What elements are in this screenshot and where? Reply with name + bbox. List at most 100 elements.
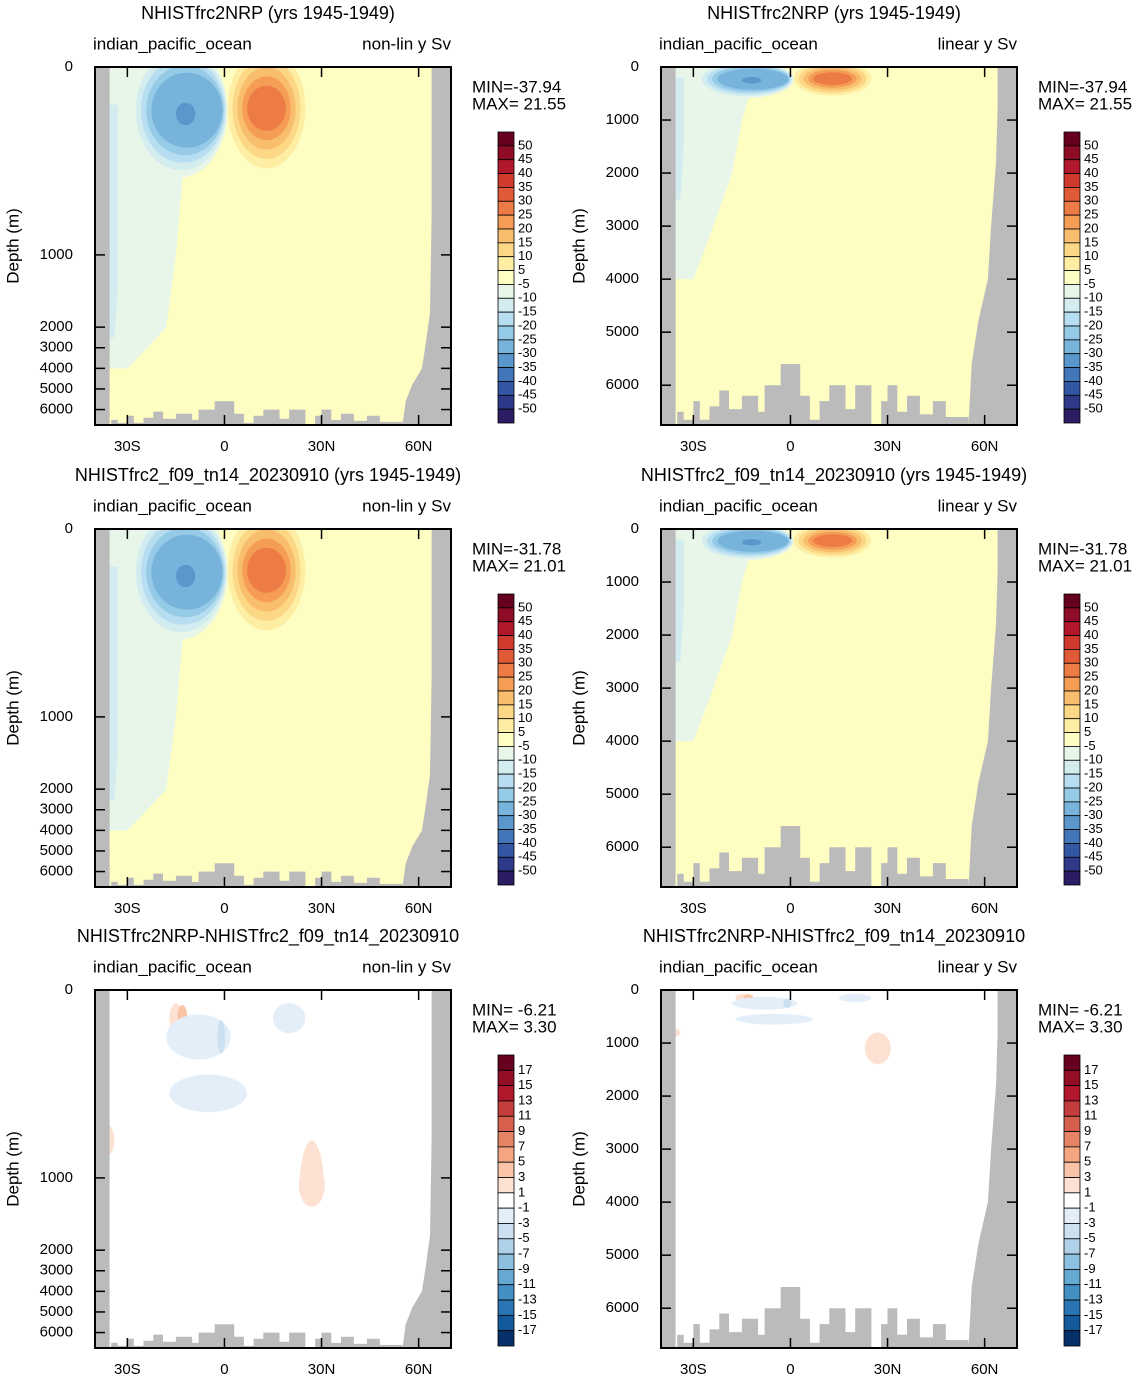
- subtitle-left: indian_pacific_ocean: [659, 34, 818, 53]
- y-tick-label: 4000: [40, 821, 73, 838]
- x-tick-label: 0: [786, 900, 794, 917]
- colorbar-box: [497, 856, 515, 872]
- colorbar-label: 11: [518, 1108, 532, 1123]
- colorbar-box: [497, 718, 515, 733]
- min-max: MAX= 21.55: [472, 94, 566, 113]
- y-tick-label: 6000: [40, 1324, 73, 1341]
- colorbar-label: -50: [1084, 401, 1103, 416]
- colorbar-label: 5: [1084, 1154, 1091, 1169]
- colorbar-box: [497, 1054, 515, 1071]
- x-tick-label: 60N: [971, 1361, 999, 1378]
- colorbar-label: -30: [1084, 807, 1103, 822]
- contour-region: [247, 85, 286, 131]
- x-tick-label: 30N: [308, 1361, 336, 1378]
- colorbar-box: [497, 759, 515, 775]
- subtitle-left: indian_pacific_ocean: [93, 496, 252, 515]
- x-tick-label: 30N: [308, 900, 336, 917]
- colorbar-box: [1063, 1299, 1081, 1316]
- colorbar-box: [1063, 228, 1081, 244]
- colorbar-box: [497, 367, 515, 382]
- colorbar-box: [1063, 367, 1081, 382]
- colorbar-box: [1063, 1207, 1081, 1224]
- plot-frame: [660, 989, 1018, 1349]
- colorbar-box: [497, 214, 515, 230]
- panel: NHISTfrc2_f09_tn14_20230910 (yrs 1945-19…: [569, 465, 1132, 917]
- land: [661, 67, 676, 425]
- colorbar-box: [1063, 593, 1081, 609]
- colorbar-box: [497, 773, 515, 789]
- colorbar-box: [497, 607, 515, 623]
- colorbar-label: -45: [1084, 849, 1103, 864]
- colorbar-box: [497, 1085, 515, 1102]
- colorbar-box: [1063, 408, 1081, 424]
- y-tick-label: 2000: [40, 1241, 73, 1258]
- x-tick-label: 60N: [405, 900, 433, 917]
- colorbar-label: 30: [1084, 193, 1098, 208]
- colorbar-label: 40: [1084, 627, 1098, 642]
- colorbar-box: [1063, 1100, 1081, 1117]
- colorbar-label: -25: [1084, 793, 1103, 808]
- contour-region: [673, 67, 765, 280]
- colorbar-label: -5: [518, 1230, 530, 1245]
- colorbar-label: 25: [518, 207, 532, 222]
- subtitle-right: non-lin y Sv: [362, 496, 451, 515]
- min-max: MAX= 21.01: [1038, 556, 1132, 575]
- colorbar-box: [497, 1223, 515, 1240]
- colorbar-label: -10: [1084, 290, 1103, 305]
- panel: NHISTfrc2_f09_tn14_20230910 (yrs 1945-19…: [3, 465, 566, 917]
- land: [677, 1287, 969, 1348]
- colorbar-label: 45: [518, 613, 532, 628]
- y-tick-label: 6000: [40, 863, 73, 880]
- colorbar-box: [1063, 1069, 1081, 1087]
- colorbar-label: 1: [1084, 1184, 1091, 1199]
- colorbar-label: -20: [518, 317, 537, 332]
- panel-title: NHISTfrc2NRP (yrs 1945-1949): [707, 3, 961, 23]
- land: [111, 863, 403, 887]
- colorbar-label: 20: [1084, 220, 1098, 235]
- colorbar-box: [1063, 145, 1081, 161]
- colorbar-box: [1063, 381, 1081, 396]
- plot-background: [661, 990, 1017, 1348]
- y-tick-label: 4000: [606, 270, 639, 287]
- colorbar-label: 10: [1084, 248, 1098, 263]
- min-max: MAX= 21.01: [472, 556, 566, 575]
- colorbar-box: [497, 676, 515, 692]
- colorbar-label: -50: [518, 863, 537, 878]
- colorbar-box: [1063, 635, 1081, 650]
- colorbar-box: [1063, 1161, 1081, 1178]
- y-tick-label: 1000: [606, 1034, 639, 1051]
- colorbar-label: -3: [518, 1215, 530, 1230]
- y-tick-label: 3000: [40, 801, 73, 818]
- subtitle-left: indian_pacific_ocean: [659, 496, 818, 515]
- y-axis-label: Depth (m): [569, 1131, 588, 1207]
- colorbar-label: -40: [518, 373, 537, 388]
- colorbar-box: [497, 1115, 515, 1132]
- y-tick-label: 4000: [606, 1193, 639, 1210]
- colorbar-label: 9: [518, 1123, 525, 1138]
- colorbar-label: -11: [1084, 1276, 1102, 1291]
- y-tick-label: 4000: [606, 732, 639, 749]
- y-tick-label: 4000: [40, 1282, 73, 1299]
- colorbar-label: -40: [1084, 835, 1103, 850]
- panel-title: NHISTfrc2_f09_tn14_20230910 (yrs 1945-19…: [641, 465, 1027, 486]
- contour-region: [273, 1003, 306, 1034]
- colorbar-box: [1063, 1131, 1081, 1148]
- colorbar-box: [497, 1207, 515, 1224]
- contour-region: [732, 996, 797, 1010]
- colorbar-box: [497, 1100, 515, 1117]
- y-tick-label: 6000: [606, 838, 639, 855]
- land: [661, 990, 676, 1348]
- colorbar-box: [1063, 1284, 1081, 1301]
- colorbar-label: -50: [518, 401, 537, 416]
- colorbar-box: [497, 815, 515, 830]
- colorbar-label: 15: [1084, 1077, 1098, 1092]
- land: [111, 401, 403, 425]
- colorbar-label: -35: [1084, 821, 1103, 836]
- colorbar-label: 40: [518, 165, 532, 180]
- colorbar-box: [497, 1192, 515, 1209]
- y-tick-label: 1000: [40, 246, 73, 263]
- colorbar-label: -10: [518, 752, 537, 767]
- land: [677, 364, 969, 425]
- land: [402, 990, 451, 1348]
- colorbar-label: 20: [518, 220, 532, 235]
